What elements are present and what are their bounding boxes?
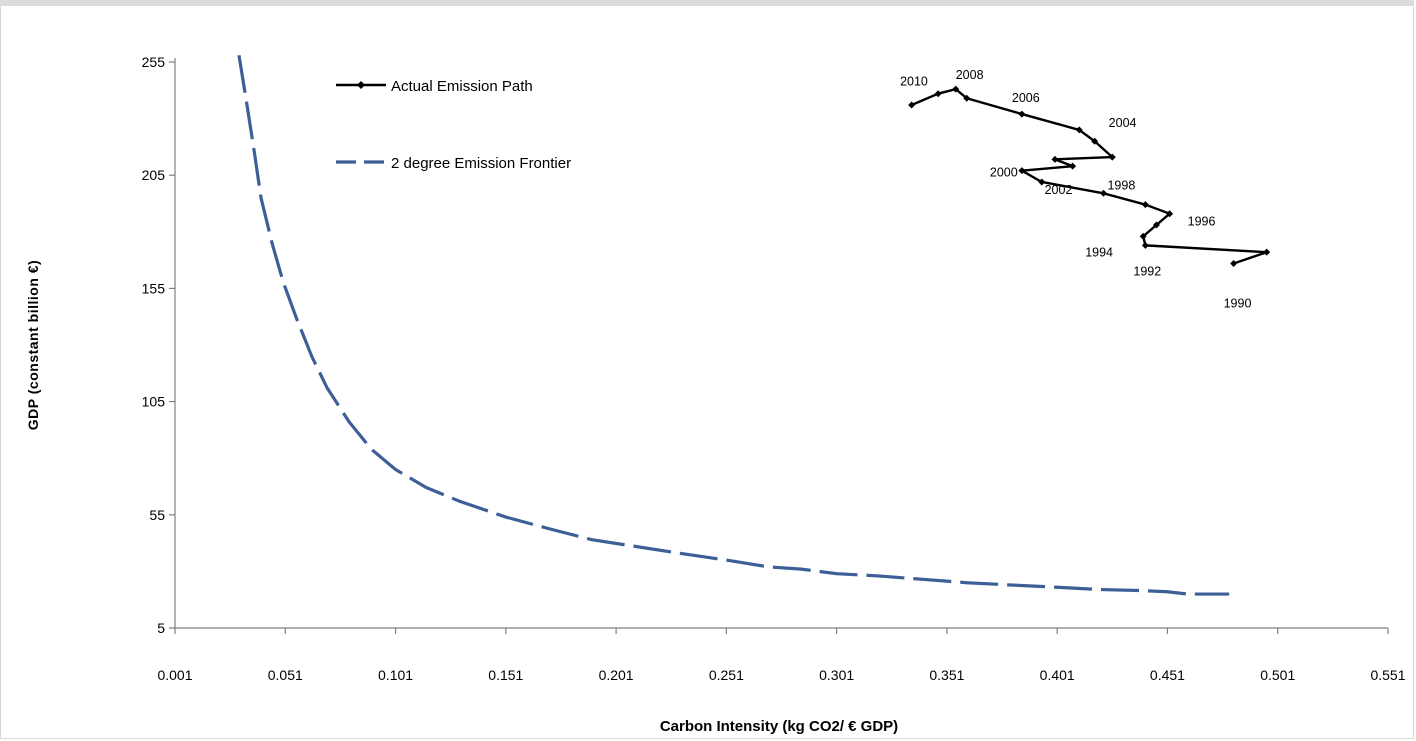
data-point-actual (1018, 167, 1026, 175)
x-tick-label: 0.201 (599, 667, 634, 683)
data-point-actual (963, 94, 971, 102)
y-tick-label: 255 (142, 54, 166, 70)
y-tick-label: 5 (157, 620, 165, 636)
legend-label-actual: Actual Emission Path (391, 78, 533, 95)
data-point-actual (1263, 248, 1271, 256)
x-tick-label: 0.301 (819, 667, 854, 683)
legend-marker-actual (357, 81, 365, 89)
point-labels: 1990 1992 1994 1996 1998 2000 2002 2004 2006 2008… (900, 68, 1251, 310)
data-point-actual (1018, 110, 1026, 118)
point-label: 2006 (1012, 91, 1040, 105)
series-line-frontier (237, 54, 1230, 596)
data-point-actual (1166, 210, 1174, 218)
data-point-actual (1230, 259, 1238, 267)
data-point-actual (952, 85, 960, 93)
x-tick-label: 0.151 (488, 667, 523, 683)
data-point-actual (934, 90, 942, 98)
x-tick-label: 0.551 (1370, 667, 1405, 683)
series-layer (237, 54, 1271, 596)
point-label: 1998 (1107, 178, 1135, 192)
data-point-actual (1051, 155, 1059, 163)
legend-label-frontier: 2 degree Emission Frontier (391, 155, 571, 172)
point-label: 1996 (1188, 215, 1216, 229)
point-label: 1994 (1085, 245, 1113, 259)
point-label: 2002 (1045, 183, 1073, 197)
y-tick-label: 205 (142, 167, 166, 183)
x-tick-label: 0.251 (709, 667, 744, 683)
data-point-actual (908, 101, 916, 109)
point-label: 2008 (956, 68, 984, 82)
x-tick-label: 0.451 (1150, 667, 1185, 683)
point-label: 2004 (1109, 116, 1137, 130)
data-point-actual (1152, 221, 1160, 229)
y-tick-label: 105 (142, 394, 166, 410)
point-label: 1990 (1224, 296, 1252, 310)
legend: Actual Emission Path 2 degree Emission Fr… (336, 78, 571, 172)
data-point-actual (1069, 162, 1077, 170)
point-label: 1992 (1133, 264, 1161, 278)
data-point-actual (1099, 189, 1107, 197)
y-tick-label: 155 (142, 280, 166, 296)
y-axis-label: GDP (constant billion €) (25, 260, 41, 430)
x-tick-label: 0.101 (378, 667, 413, 683)
data-point-actual (1038, 178, 1046, 186)
series-line-actual (911, 87, 1268, 265)
data-point-actual (1091, 137, 1099, 145)
point-label: 2000 (990, 166, 1018, 180)
y-tick-label: 55 (149, 507, 165, 523)
x-tick-label: 0.001 (157, 667, 192, 683)
x-tick-label: 0.501 (1260, 667, 1295, 683)
data-point-actual (1108, 153, 1116, 161)
x-tick-label: 0.351 (929, 667, 964, 683)
data-point-actual (1141, 241, 1149, 249)
x-tick-label: 0.401 (1040, 667, 1075, 683)
data-point-actual (1141, 201, 1149, 209)
data-point-actual (1139, 232, 1147, 240)
x-tick-label: 0.051 (268, 667, 303, 683)
x-axis-label: Carbon Intensity (kg CO2/ € GDP) (660, 718, 898, 735)
point-label: 2010 (900, 75, 928, 89)
data-point-actual (1075, 126, 1083, 134)
